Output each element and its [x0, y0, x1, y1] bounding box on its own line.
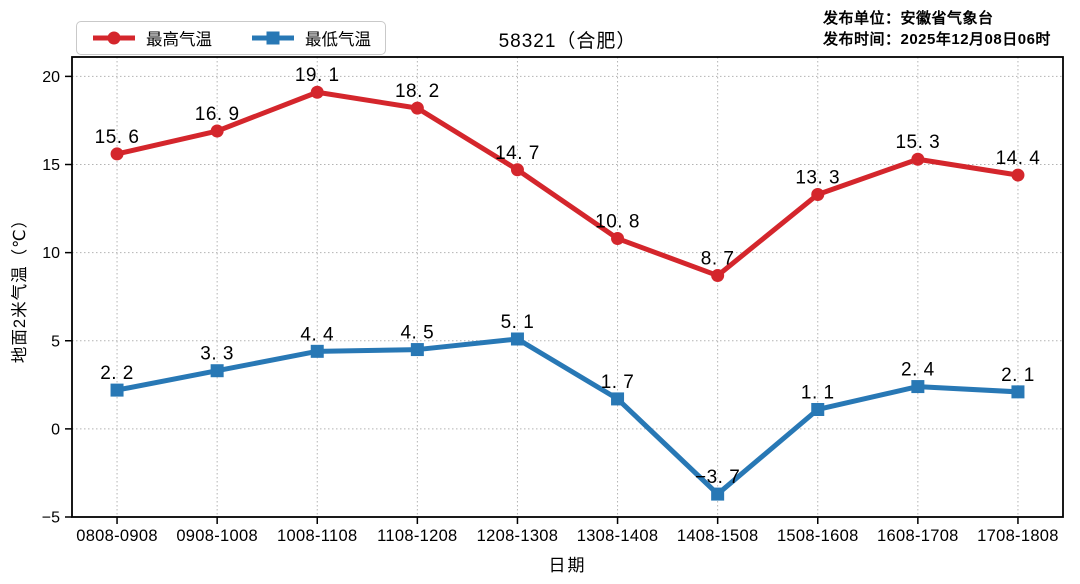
max-temp-line-marker-icon	[93, 31, 135, 45]
data-point-label: 19. 1	[295, 65, 340, 86]
data-point-marker	[1011, 168, 1025, 182]
data-point-label: 1. 1	[801, 382, 835, 403]
legend-item-min-temp: 最低气温	[250, 26, 371, 50]
legend-label-max-temp: 最高气温	[146, 31, 212, 49]
data-point-marker	[410, 101, 424, 115]
x-tick-label: 0908-1008	[176, 527, 258, 545]
x-tick-labels: 0808-0908 0908-1008 1008-1108 1108-1208 1208…	[76, 527, 1059, 545]
data-point-marker	[811, 402, 825, 416]
x-tick-label: 1408-1508	[677, 527, 759, 545]
data-point-label: 14. 4	[996, 148, 1041, 169]
series-line	[114, 336, 1021, 497]
data-point-marker	[611, 392, 625, 406]
data-point-label: 15. 3	[895, 132, 940, 153]
y-tick-label: 0	[51, 421, 60, 438]
data-point-label: 2. 2	[100, 363, 134, 384]
x-tick-label: 1208-1308	[477, 527, 559, 545]
data-point-label: 8. 7	[701, 249, 735, 270]
x-tick-label: 1508-1608	[777, 527, 859, 545]
data-point-marker	[310, 344, 324, 358]
data-point-label: 4. 5	[400, 323, 434, 344]
data-point-marker	[911, 152, 925, 166]
data-point-marker	[410, 343, 424, 357]
data-point-label: 1. 7	[601, 372, 635, 393]
min-temp-line-marker-icon	[252, 31, 294, 45]
x-tick-label: 1108-1208	[377, 527, 457, 545]
series-line	[114, 89, 1021, 279]
publisher-unit: 发布单位：安徽省气象台	[823, 10, 994, 27]
data-point-label: 2. 1	[1001, 365, 1035, 386]
publisher-info: 发布单位：安徽省气象台 发布时间：2025年12月08日06时	[823, 8, 1051, 50]
y-axis-title: 地面2米气温（℃）	[11, 210, 29, 364]
x-tick-label: 1008-1108	[277, 527, 357, 545]
x-tick-label: 1308-1408	[577, 527, 659, 545]
legend-item-max-temp: 最高气温	[91, 26, 212, 50]
data-point-marker	[1011, 385, 1025, 399]
data-point-label: 16. 9	[195, 104, 240, 125]
chart-title: 58321（合肥）	[498, 31, 637, 52]
data-point-label: 2. 4	[901, 360, 935, 381]
y-tick-labels: −5 0 5 10 15 20	[42, 69, 60, 527]
y-tick-label: −5	[42, 510, 60, 527]
data-point-marker	[210, 124, 224, 138]
y-tick-label: 20	[42, 69, 60, 86]
series-min-temp: 2. 2 3. 3 4. 4 4. 5 5. 1 1. 7 −3. 7 1. 1 2. 4 2. …	[100, 312, 1035, 501]
legend-label-min-temp: 最低气温	[305, 31, 371, 49]
data-point-marker	[110, 147, 124, 161]
data-point-label: 15. 6	[95, 127, 140, 148]
plot-frame	[71, 56, 1064, 518]
axis-ticks	[65, 75, 1019, 524]
data-point-marker	[210, 364, 224, 378]
data-point-marker	[811, 187, 825, 201]
publish-time: 发布时间：2025年12月08日06时	[823, 31, 1051, 48]
data-point-marker	[310, 85, 324, 99]
data-point-label: 10. 8	[595, 212, 640, 233]
data-point-label: 18. 2	[395, 81, 440, 102]
data-point-marker	[911, 380, 925, 394]
chart-legend: 最高气温 最低气温	[76, 21, 386, 55]
data-point-marker	[611, 232, 625, 246]
x-tick-label: 1608-1708	[877, 527, 959, 545]
data-point-label: 13. 3	[795, 167, 840, 188]
gridlines	[72, 57, 1063, 518]
y-tick-label: 5	[51, 333, 60, 350]
series-max-temp: 15. 6 16. 9 19. 1 18. 2 14. 7 10. 8 8. 7 13. 3 1…	[95, 65, 1041, 283]
data-point-label: 14. 7	[495, 143, 540, 164]
data-point-label: −3. 7	[695, 467, 740, 488]
x-tick-label: 0808-0908	[76, 527, 158, 545]
data-point-marker	[711, 487, 725, 501]
data-point-label: 5. 1	[501, 312, 535, 333]
x-axis-title: 日期	[548, 556, 587, 575]
data-point-label: 3. 3	[200, 344, 234, 365]
data-point-marker	[510, 332, 524, 346]
y-tick-label: 15	[42, 157, 60, 174]
data-point-label: 4. 4	[300, 324, 334, 345]
x-tick-label: 1708-1808	[977, 527, 1059, 545]
data-point-marker	[510, 163, 524, 177]
y-tick-label: 10	[42, 245, 60, 262]
data-point-marker	[711, 269, 725, 283]
data-point-marker	[110, 383, 124, 397]
